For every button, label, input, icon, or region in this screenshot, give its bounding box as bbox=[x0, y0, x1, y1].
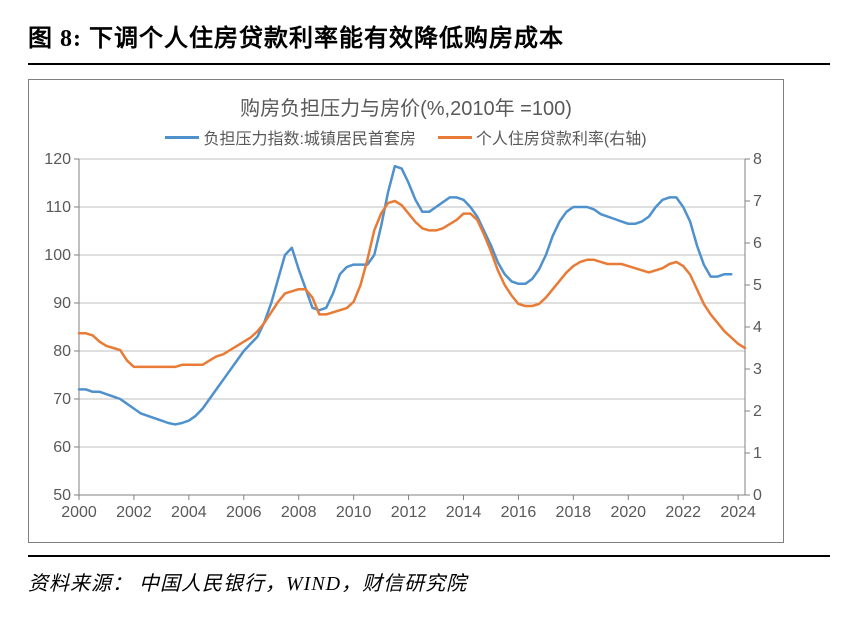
legend-label: 个人住房贷款利率(右轴) bbox=[476, 125, 647, 149]
svg-text:7: 7 bbox=[753, 193, 762, 210]
chart-container: 购房负担压力与房价(%,2010年 =100) 负担压力指数:城镇居民首套房 个… bbox=[28, 79, 784, 543]
legend-item-rate: 个人住房贷款利率(右轴) bbox=[438, 125, 647, 149]
svg-text:2016: 2016 bbox=[501, 504, 537, 521]
source-prefix: 资料来源： bbox=[28, 573, 133, 595]
svg-text:50: 50 bbox=[53, 487, 71, 504]
svg-text:0: 0 bbox=[753, 487, 762, 504]
svg-text:6: 6 bbox=[753, 235, 762, 252]
legend-item-pressure: 负担压力指数:城镇居民首套房 bbox=[165, 125, 415, 149]
legend-label: 负担压力指数:城镇居民首套房 bbox=[203, 125, 415, 149]
svg-text:2024: 2024 bbox=[720, 504, 756, 521]
figure-title: 下调个人住房贷款利率能有效降低购房成本 bbox=[89, 26, 564, 52]
svg-text:120: 120 bbox=[44, 153, 71, 168]
svg-text:2: 2 bbox=[753, 403, 762, 420]
line-chart-svg: 50 60 70 80 90 100 110 120 0 1 2 3 4 5 6 7 8 2000 2002 2004… bbox=[39, 153, 775, 523]
source-text: 中国人民银行，WIND，财信研究院 bbox=[139, 573, 467, 595]
svg-text:60: 60 bbox=[53, 439, 71, 456]
svg-text:3: 3 bbox=[753, 361, 762, 378]
svg-text:2006: 2006 bbox=[226, 504, 262, 521]
chart-title: 购房负担压力与房价(%,2010年 =100) bbox=[39, 92, 773, 121]
svg-text:70: 70 bbox=[53, 391, 71, 408]
svg-text:2004: 2004 bbox=[171, 504, 207, 521]
svg-text:5: 5 bbox=[753, 277, 762, 294]
plot-area: 50 60 70 80 90 100 110 120 0 1 2 3 4 5 6 7 8 2000 2002 2004… bbox=[39, 153, 773, 523]
svg-text:2000: 2000 bbox=[61, 504, 97, 521]
svg-text:80: 80 bbox=[53, 343, 71, 360]
legend-swatch bbox=[438, 136, 472, 139]
legend: 负担压力指数:城镇居民首套房 个人住房贷款利率(右轴) bbox=[39, 125, 773, 149]
figure-label: 图 8: bbox=[28, 26, 82, 52]
svg-text:8: 8 bbox=[753, 153, 762, 168]
svg-text:100: 100 bbox=[44, 247, 71, 264]
svg-text:4: 4 bbox=[753, 319, 762, 336]
svg-text:2002: 2002 bbox=[116, 504, 152, 521]
legend-swatch bbox=[165, 136, 199, 139]
svg-text:2014: 2014 bbox=[446, 504, 482, 521]
svg-text:110: 110 bbox=[45, 199, 71, 216]
svg-text:2018: 2018 bbox=[556, 504, 592, 521]
svg-text:2020: 2020 bbox=[610, 504, 646, 521]
svg-text:90: 90 bbox=[53, 295, 71, 312]
figure-header: 图 8: 下调个人住房贷款利率能有效降低购房成本 bbox=[28, 18, 830, 65]
svg-text:1: 1 bbox=[753, 445, 762, 462]
svg-text:2010: 2010 bbox=[336, 504, 372, 521]
svg-text:2022: 2022 bbox=[665, 504, 701, 521]
svg-text:2012: 2012 bbox=[391, 504, 427, 521]
source-line: 资料来源： 中国人民银行，WIND，财信研究院 bbox=[28, 555, 830, 596]
svg-text:2008: 2008 bbox=[281, 504, 317, 521]
